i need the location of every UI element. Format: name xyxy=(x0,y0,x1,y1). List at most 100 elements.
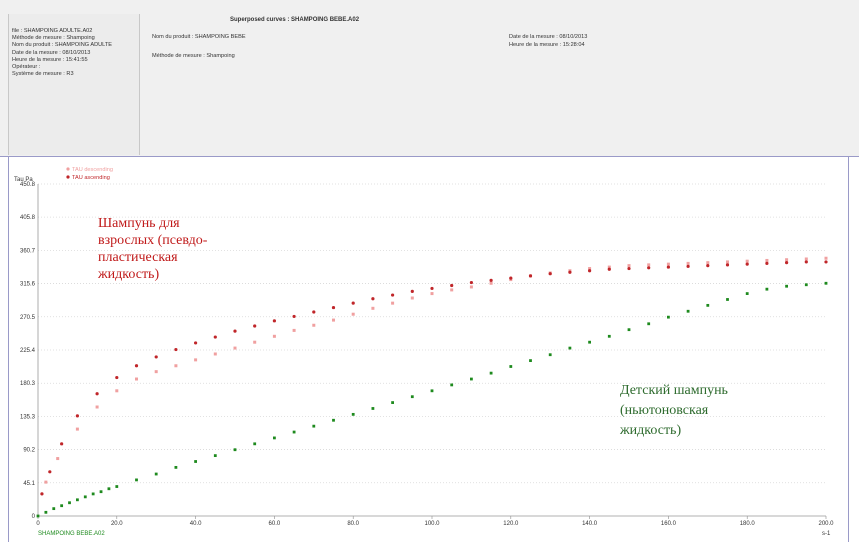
adult-shampoo-annotation: Шампунь для взрослых (псевдо- пластическ… xyxy=(97,216,208,282)
adult-ascending-point xyxy=(568,270,572,274)
baby-point xyxy=(627,328,631,332)
baby-point xyxy=(745,292,749,295)
adult-ascending-point xyxy=(647,266,651,270)
x-tick-label: 180.0 xyxy=(740,521,756,527)
baby-point xyxy=(726,298,729,301)
baby-point xyxy=(489,371,493,375)
x-tick-label: 140.0 xyxy=(582,521,598,527)
chart-frame-right xyxy=(848,157,849,542)
baby-shampoo-annotation: Детский шампунь (ньютоновская жидкость) xyxy=(619,383,728,438)
y-tick-label: 360.7 xyxy=(20,248,36,254)
adult-ascending-point xyxy=(450,283,454,288)
baby-point xyxy=(312,424,316,428)
y-tick-label: 180.3 xyxy=(20,381,36,387)
adult-ascending-point xyxy=(194,341,198,345)
header-time-text: Heure de la mesure : 15:28:04 xyxy=(509,42,585,48)
header-title: Superposed curves : SHAMPOING BEBE.A02 xyxy=(230,17,360,23)
y-tick-label: 225.4 xyxy=(20,348,36,354)
adult-descending-point xyxy=(430,292,434,296)
adult-descending-point xyxy=(785,258,789,262)
baby-point xyxy=(107,487,111,491)
baby-point xyxy=(588,340,591,344)
adult-ascending-point xyxy=(706,264,710,268)
report-header: file : SHAMPOING ADULTE.A02 Méthode de m… xyxy=(0,0,859,157)
baby-point xyxy=(548,353,552,357)
baby-point xyxy=(253,442,257,446)
adult-descending-point xyxy=(154,370,158,374)
y-tick-label: 405.8 xyxy=(20,215,36,221)
y-axis-label: Tau Pa xyxy=(14,177,33,183)
adult-descending-point xyxy=(213,352,217,356)
adult-annotation-line-4: жидкость) xyxy=(97,267,159,282)
adult-descending-point xyxy=(706,261,710,265)
baby-series-file-label: SHAMPOING BEBE.A02 xyxy=(38,531,105,537)
adult-ascending-point xyxy=(154,355,158,359)
adult-ascending-point xyxy=(331,305,336,310)
baby-point xyxy=(135,478,138,482)
baby-point xyxy=(647,322,651,326)
adult-ascending-point xyxy=(253,324,257,328)
adult-ascending-point xyxy=(292,314,296,319)
header-method-text: Méthode de mesure : Shampoing xyxy=(152,53,235,59)
adult-ascending-point xyxy=(371,297,375,301)
measure-time-text: Heure de la mesure : 15:41:55 xyxy=(12,56,88,63)
chart-frame-left xyxy=(8,157,9,542)
baby-point xyxy=(568,346,572,350)
y-tick-label: 0 xyxy=(32,514,36,520)
baby-point xyxy=(785,284,788,288)
adult-ascending-point xyxy=(410,289,414,293)
adult-ascending-point xyxy=(312,310,316,314)
y-tick-label: 90.2 xyxy=(23,448,35,454)
baby-point xyxy=(76,498,79,502)
baby-point xyxy=(194,460,197,463)
baby-point xyxy=(68,501,71,505)
adult-descending-point xyxy=(135,377,138,381)
baby-point xyxy=(351,412,355,416)
baby-point xyxy=(273,436,276,440)
adult-ascending-point xyxy=(509,276,513,280)
baby-point xyxy=(371,407,375,410)
adult-ascending-point xyxy=(785,261,789,265)
adult-descending-point xyxy=(371,306,375,310)
y-tick-label: 135.3 xyxy=(20,414,36,420)
adult-descending-point xyxy=(332,318,335,322)
y-tick-label: 45.1 xyxy=(23,481,35,487)
adult-ascending-point xyxy=(627,266,631,271)
adult-descending-point xyxy=(312,323,316,327)
adult-ascending-point xyxy=(60,442,64,446)
adult-ascending-point xyxy=(40,492,44,496)
baby-point xyxy=(91,492,95,496)
adult-ascending-point xyxy=(351,301,355,305)
baby-point xyxy=(529,359,532,363)
adult-descending-point xyxy=(56,457,60,461)
baby-point xyxy=(213,454,217,458)
adult-descending-point xyxy=(686,261,690,265)
adult-ascending-point xyxy=(824,260,828,264)
baby-point xyxy=(233,448,237,452)
adult-ascending-point xyxy=(686,264,690,268)
adult-descending-point xyxy=(765,258,769,262)
adult-descending-point xyxy=(607,265,611,269)
method-text: Méthode de mesure : Shampoing xyxy=(12,35,95,42)
adult-descending-point xyxy=(489,281,493,285)
adult-ascending-point xyxy=(666,265,671,269)
baby-point xyxy=(44,510,48,514)
baby-point xyxy=(804,283,808,287)
baby-point xyxy=(765,287,769,291)
legend-descending: TAU descending xyxy=(72,167,113,173)
x-tick-label: 40.0 xyxy=(190,521,202,527)
baby-point xyxy=(607,334,611,338)
baby-point xyxy=(115,485,119,488)
adult-descending-point xyxy=(115,389,119,393)
baby-point xyxy=(686,309,690,313)
adult-descending-point xyxy=(745,259,749,263)
adult-descending-point xyxy=(804,257,808,261)
header-date-text: Date de la mesure : 08/10/2013 xyxy=(509,34,588,40)
baby-point xyxy=(667,315,670,319)
baby-point xyxy=(52,507,56,511)
legend-marker-ascending xyxy=(66,175,70,179)
adult-ascending-point xyxy=(391,293,395,297)
adult-ascending-point xyxy=(75,414,79,418)
adult-ascending-point xyxy=(95,392,99,396)
baby-point xyxy=(332,418,335,422)
